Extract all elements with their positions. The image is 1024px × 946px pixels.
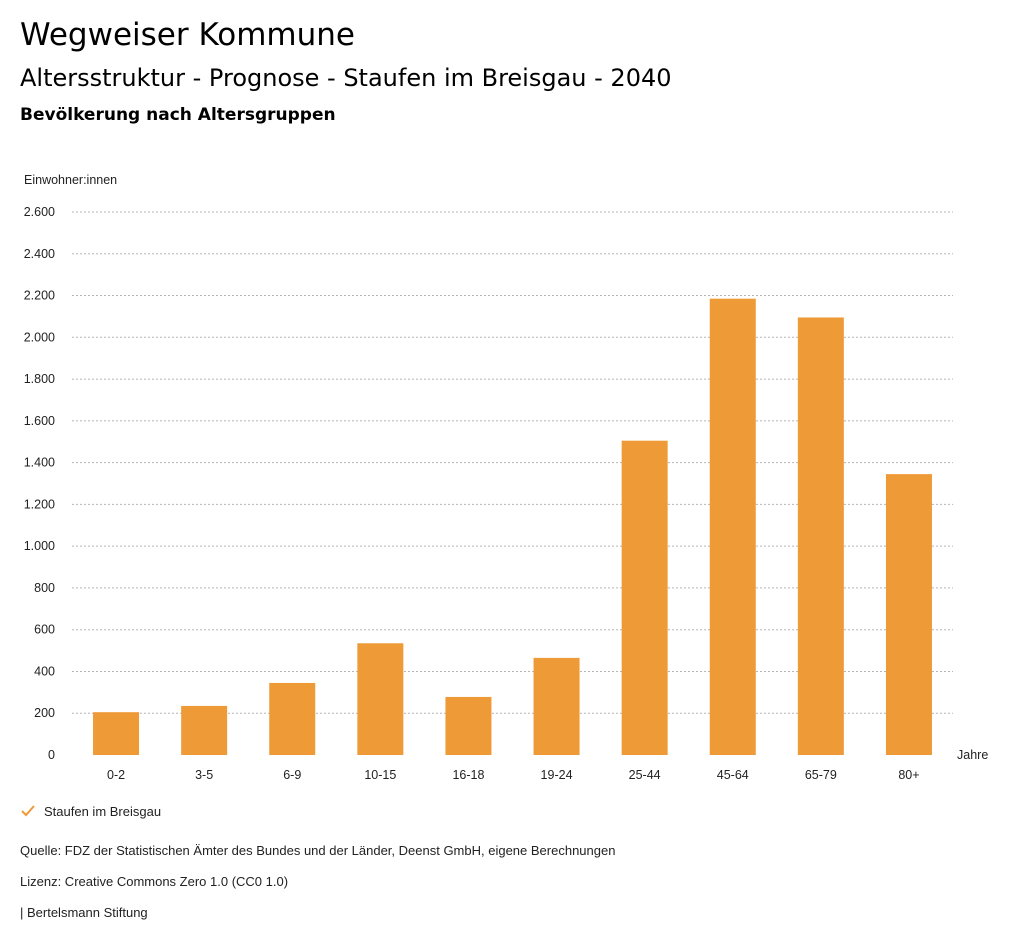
y-tick-label: 1.800 — [24, 372, 55, 386]
source-note: Quelle: FDZ der Statistischen Ämter des … — [20, 843, 616, 858]
y-tick-labels: 0 200 400 600 800 1.000 1.200 1.400 1.600 1.800 2.… — [24, 205, 55, 762]
y-tick-label: 800 — [34, 581, 55, 595]
x-tick-label: 3-5 — [195, 768, 213, 782]
y-tick-label: 0 — [48, 748, 55, 762]
x-tick-label: 45-64 — [717, 768, 749, 782]
y-tick-label: 1.600 — [24, 414, 55, 428]
bar-65-79[interactable] — [797, 317, 844, 755]
bar-80+[interactable] — [885, 474, 932, 755]
y-tick-label: 200 — [34, 706, 55, 720]
x-tick-label: 6-9 — [283, 768, 301, 782]
bar-16-18[interactable] — [445, 696, 492, 755]
bars — [93, 298, 932, 755]
y-tick-label: 2.000 — [24, 330, 55, 344]
y-tick-label: 600 — [34, 623, 55, 637]
bar-45-64[interactable] — [709, 298, 756, 755]
check-icon — [21, 805, 35, 817]
y-axis-label: Einwohner:innen — [24, 173, 117, 187]
credit-note: | Bertelsmann Stiftung — [20, 905, 148, 920]
y-tick-label: 1.400 — [24, 456, 55, 470]
x-tick-labels: 0-2 3-5 6-9 10-15 16-18 19-24 25-44 45-64 65-79 8… — [107, 768, 920, 782]
chart-subtitle: Altersstruktur - Prognose - Staufen im B… — [20, 64, 672, 92]
y-tick-label: 2.200 — [24, 289, 55, 303]
bar-chart: Einwohner:innen Jahre 0 200 400 600 800 1.000… — [24, 173, 989, 782]
x-tick-label: 19-24 — [541, 768, 573, 782]
license-note: Lizenz: Creative Commons Zero 1.0 (CC0 1… — [20, 874, 289, 889]
y-tick-label: 400 — [34, 664, 55, 678]
x-tick-label: 10-15 — [364, 768, 396, 782]
x-axis-label: Jahre — [957, 748, 988, 762]
x-tick-label: 25-44 — [629, 768, 661, 782]
gridlines — [72, 211, 953, 714]
bar-6-9[interactable] — [269, 682, 316, 755]
x-tick-label: 65-79 — [805, 768, 837, 782]
page-title: Wegweiser Kommune — [20, 17, 355, 53]
y-tick-label: 1.000 — [24, 539, 55, 553]
x-tick-label: 0-2 — [107, 768, 125, 782]
x-tick-label: 16-18 — [452, 768, 484, 782]
bar-19-24[interactable] — [533, 657, 580, 755]
bar-10-15[interactable] — [357, 643, 404, 755]
bar-0-2[interactable] — [93, 712, 140, 755]
legend-label: Staufen im Breisgau — [44, 803, 162, 819]
bar-3-5[interactable] — [181, 705, 228, 755]
bar-25-44[interactable] — [621, 440, 668, 755]
y-tick-label: 2.400 — [24, 247, 55, 261]
chart-subheading: Bevölkerung nach Altersgruppen — [20, 105, 336, 125]
x-tick-label: 80+ — [898, 768, 919, 782]
legend-item[interactable]: Staufen im Breisgau — [20, 803, 161, 819]
y-tick-label: 1.200 — [24, 497, 55, 511]
y-tick-label: 2.600 — [24, 205, 55, 219]
